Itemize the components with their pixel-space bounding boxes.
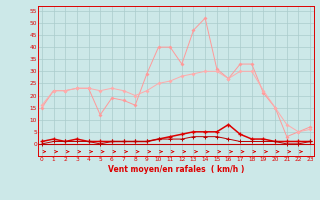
X-axis label: Vent moyen/en rafales  ( km/h ): Vent moyen/en rafales ( km/h ) (108, 165, 244, 174)
